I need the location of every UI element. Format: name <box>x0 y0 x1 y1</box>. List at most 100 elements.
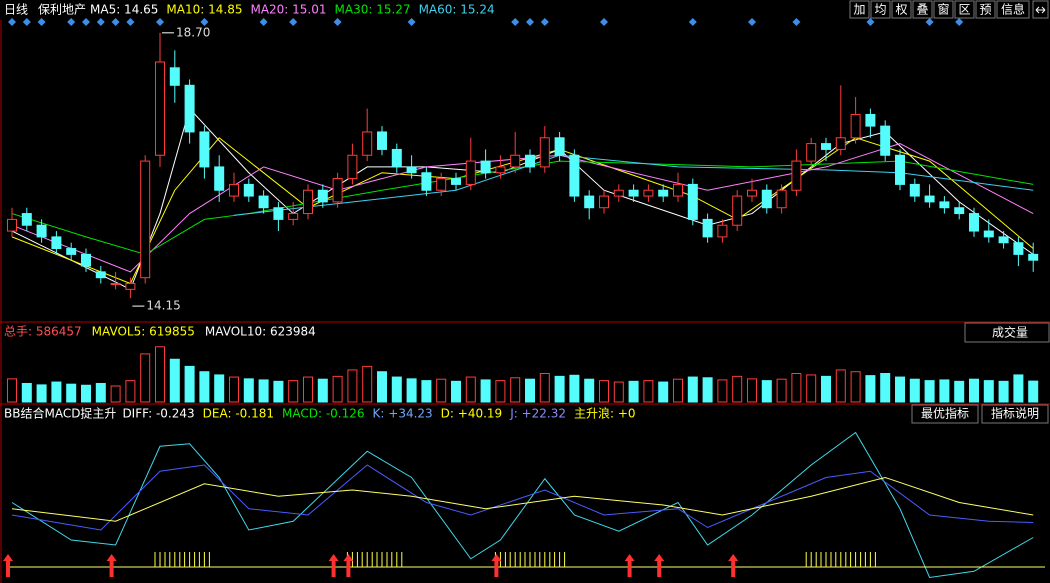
toolbar-button[interactable] <box>954 0 975 19</box>
volume-bar <box>229 376 239 403</box>
volume-bar <box>317 378 328 403</box>
candle-body <box>95 271 106 279</box>
candle-body <box>835 137 846 150</box>
toolbar-button[interactable] <box>996 0 1030 19</box>
volume-bar <box>909 378 920 403</box>
toolbar-button-label: 预 <box>979 3 991 17</box>
indicator-legend: DIFF: -0.243 <box>122 407 194 421</box>
toolbar-button[interactable] <box>891 0 912 19</box>
event-marker <box>200 18 209 26</box>
indicator-button[interactable] <box>981 404 1049 424</box>
volume-bar <box>140 353 151 403</box>
candle-body <box>909 183 920 197</box>
toolbar-button[interactable] <box>933 0 954 19</box>
candle-body <box>628 189 639 197</box>
toolbar-button-label: 信息 <box>1001 2 1025 17</box>
toggle-button[interactable] <box>1032 0 1049 19</box>
event-marker <box>511 18 520 26</box>
candle-body <box>480 160 491 174</box>
candle-body <box>1013 242 1024 255</box>
volume-bar <box>761 380 772 403</box>
event-marker <box>96 18 105 26</box>
volume-bar <box>998 380 1009 403</box>
volume-button[interactable] <box>964 322 1050 343</box>
candle-body <box>924 195 935 203</box>
candle-body <box>125 283 136 290</box>
indicator-button[interactable] <box>911 404 979 424</box>
volume-bar <box>110 385 121 403</box>
candle-body <box>362 131 373 156</box>
candle-body <box>214 166 225 191</box>
toolbar-button-label: 加 <box>853 3 865 17</box>
indicator-line <box>11 476 1034 522</box>
volume-bar <box>377 371 387 403</box>
candle-body <box>865 113 876 127</box>
volume-bar <box>821 375 831 403</box>
candle-body <box>761 189 772 209</box>
candle-body <box>406 166 417 174</box>
candle-body <box>81 253 91 267</box>
volume-bar <box>539 373 550 403</box>
candle-body <box>51 236 62 250</box>
event-marker <box>866 18 875 26</box>
volume-bar <box>81 384 91 403</box>
candle-body <box>21 213 32 226</box>
volume-bar <box>95 382 106 403</box>
candle-body <box>140 160 151 279</box>
indicator-legend: J: +22.32 <box>509 407 566 421</box>
volume-bar <box>465 376 476 403</box>
indicator-line <box>11 431 1034 579</box>
volume-bar <box>362 365 373 403</box>
volume-bar <box>66 383 77 403</box>
indicator-legend: D: +40.19 <box>441 407 503 421</box>
buy-arrow <box>654 554 665 577</box>
indicator-legend: 主升浪: +0 <box>574 406 636 421</box>
candle-body <box>569 154 580 197</box>
indicator-legend: K: +34.23 <box>373 407 433 421</box>
indicator-legend: DEA: -0.181 <box>203 407 274 421</box>
candle-body <box>7 218 17 232</box>
candle-body <box>510 154 521 168</box>
volume-bar <box>850 371 861 403</box>
volume-bar <box>525 378 535 403</box>
event-marker <box>955 18 964 26</box>
toolbar-button[interactable] <box>870 0 891 19</box>
volume-bar <box>791 373 802 403</box>
candle-body <box>317 189 328 203</box>
volume-bar <box>273 380 284 403</box>
volume-bar <box>406 378 417 403</box>
event-marker <box>259 18 268 26</box>
candle-body <box>939 201 950 209</box>
toggle-icon <box>1035 6 1046 14</box>
volume-legend: MAVOL5: 619855 <box>92 325 195 339</box>
toolbar-button[interactable] <box>912 0 933 19</box>
candle-body <box>199 131 210 168</box>
candle-body <box>880 125 891 156</box>
ma-line <box>11 160 1034 255</box>
candle-body <box>643 189 654 197</box>
candle-body <box>806 143 817 162</box>
candle-body <box>184 84 195 133</box>
candle-body <box>702 218 713 238</box>
buy-arrow <box>343 554 354 577</box>
toolbar-button-label: 窗 <box>937 3 949 17</box>
candle-body <box>599 195 609 209</box>
ma-legend: MA20: 15.01 <box>250 3 326 17</box>
toolbar-button[interactable] <box>975 0 996 19</box>
candle-body <box>243 183 254 197</box>
volume-bar <box>436 378 447 403</box>
toolbar-button-label: 叠 <box>916 3 928 17</box>
candle-body <box>983 230 994 238</box>
toolbar-button[interactable] <box>849 0 870 19</box>
volume-legend: 总手: 586457 <box>4 325 82 339</box>
volume-bar <box>895 376 905 403</box>
volume-bar <box>7 378 17 403</box>
buy-arrow <box>106 554 117 577</box>
candle-body <box>36 224 47 238</box>
candle-body <box>155 61 165 156</box>
volume-bar <box>628 380 639 403</box>
high-annotation: 18.70 <box>176 25 210 39</box>
volume-bar <box>51 381 62 403</box>
volume-bar <box>421 380 432 403</box>
